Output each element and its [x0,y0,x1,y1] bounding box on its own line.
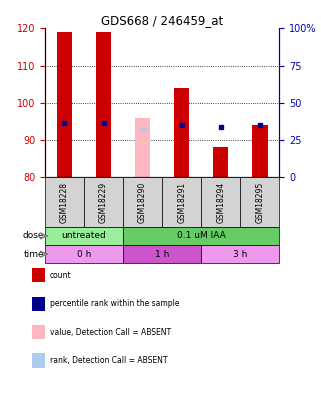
Text: 3 h: 3 h [233,249,247,259]
Text: untreated: untreated [62,231,106,241]
Bar [252,125,267,177]
Text: dose: dose [23,231,44,241]
Text: GSM18294: GSM18294 [216,181,225,223]
Text: GSM18228: GSM18228 [60,181,69,222]
Text: rank, Detection Call = ABSENT: rank, Detection Call = ABSENT [50,356,167,365]
Bar [45,227,123,245]
Bar [240,177,279,227]
Text: 0 h: 0 h [77,249,91,259]
Text: GSM18295: GSM18295 [255,181,264,223]
Bar [45,177,84,227]
Text: GSM18290: GSM18290 [138,181,147,223]
Bar [201,245,279,263]
Text: time: time [23,249,44,259]
Bar [213,147,229,177]
Bar [123,245,201,263]
Bar [135,118,150,177]
Text: GSM18291: GSM18291 [177,181,186,223]
Bar [162,177,201,227]
Bar [84,177,123,227]
Text: value, Detection Call = ABSENT: value, Detection Call = ABSENT [50,328,171,337]
Text: 0.1 uM IAA: 0.1 uM IAA [177,231,226,241]
Bar [201,177,240,227]
Text: percentile rank within the sample: percentile rank within the sample [50,299,179,308]
Text: count: count [50,271,71,280]
Bar [174,88,189,177]
Bar [96,32,111,177]
Bar [45,245,123,263]
Bar [123,177,162,227]
Bar [56,32,72,177]
Text: 1 h: 1 h [155,249,169,259]
Text: GSM18229: GSM18229 [99,181,108,223]
Bar [123,227,279,245]
Title: GDS668 / 246459_at: GDS668 / 246459_at [101,14,223,27]
